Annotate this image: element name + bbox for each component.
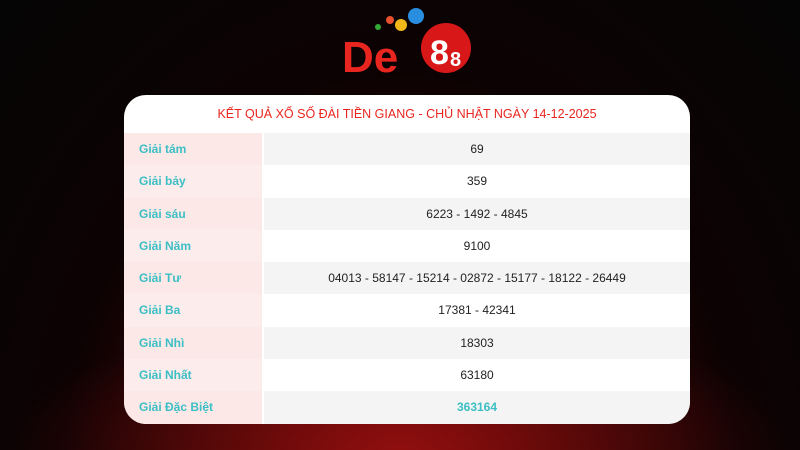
prize-label: Giải tám: [124, 133, 264, 166]
prize-value: 359: [466, 174, 488, 189]
svg-text:8: 8: [430, 34, 449, 72]
prize-value: 63180: [460, 368, 494, 383]
prize-label: Giải Nhất: [124, 359, 264, 392]
prize-label: Giải Nhì: [124, 326, 264, 360]
prize-label: Giải bảy: [124, 165, 264, 198]
prize-value: 363164: [264, 391, 690, 424]
table-row: Giải Năm 9100: [124, 229, 690, 263]
table-row: Giải Nhì 18303: [124, 326, 690, 360]
de88-logo: De 8 8: [342, 8, 471, 76]
table-row: Giải sáu 6223 - 1492 - 4845: [124, 197, 690, 230]
results-table: Giải tám 69 Giải bảy 359 Giải sáu 6223 - 1492…: [124, 133, 690, 424]
table-row: Giải tám 69: [124, 133, 690, 166]
prize-value: 17381 - 42341: [438, 303, 516, 318]
table-row: Giải Ba 17381 - 42341: [124, 294, 690, 327]
svg-text:8: 8: [450, 49, 461, 71]
svg-text:De: De: [342, 33, 398, 76]
prize-label: Giải Tư: [124, 262, 264, 295]
prize-value: 18303: [264, 326, 690, 360]
table-row: Giải bảy 359: [124, 165, 690, 198]
prize-value: 6223 - 1492 - 4845: [264, 197, 690, 230]
prize-value: 04013 - 58147 - 15214 - 02872 - 15177 - …: [264, 262, 690, 295]
prize-label: Giải Đặc Biệt: [124, 391, 264, 424]
table-row: Giải Tư 04013 - 58147 - 15214 - 02872 - 1…: [124, 262, 690, 295]
prize-value: 9100: [463, 238, 491, 253]
prize-label: Giải sáu: [124, 197, 264, 230]
results-title: KẾT QUẢ XỔ SỐ ĐÀI TIỀN GIANG - CHỦ NHẬT …: [217, 107, 597, 121]
results-card: KẾT QUẢ XỔ SỐ ĐÀI TIỀN GIANG - CHỦ NHẬT …: [124, 95, 690, 424]
table-row: Giải Đặc Biệt 363164: [124, 391, 690, 424]
prize-label: Giải Năm: [124, 229, 264, 263]
prize-value: 69: [264, 133, 690, 166]
prize-label: Giải Ba: [124, 294, 264, 327]
table-row: Giải Nhất 63180: [124, 359, 690, 392]
